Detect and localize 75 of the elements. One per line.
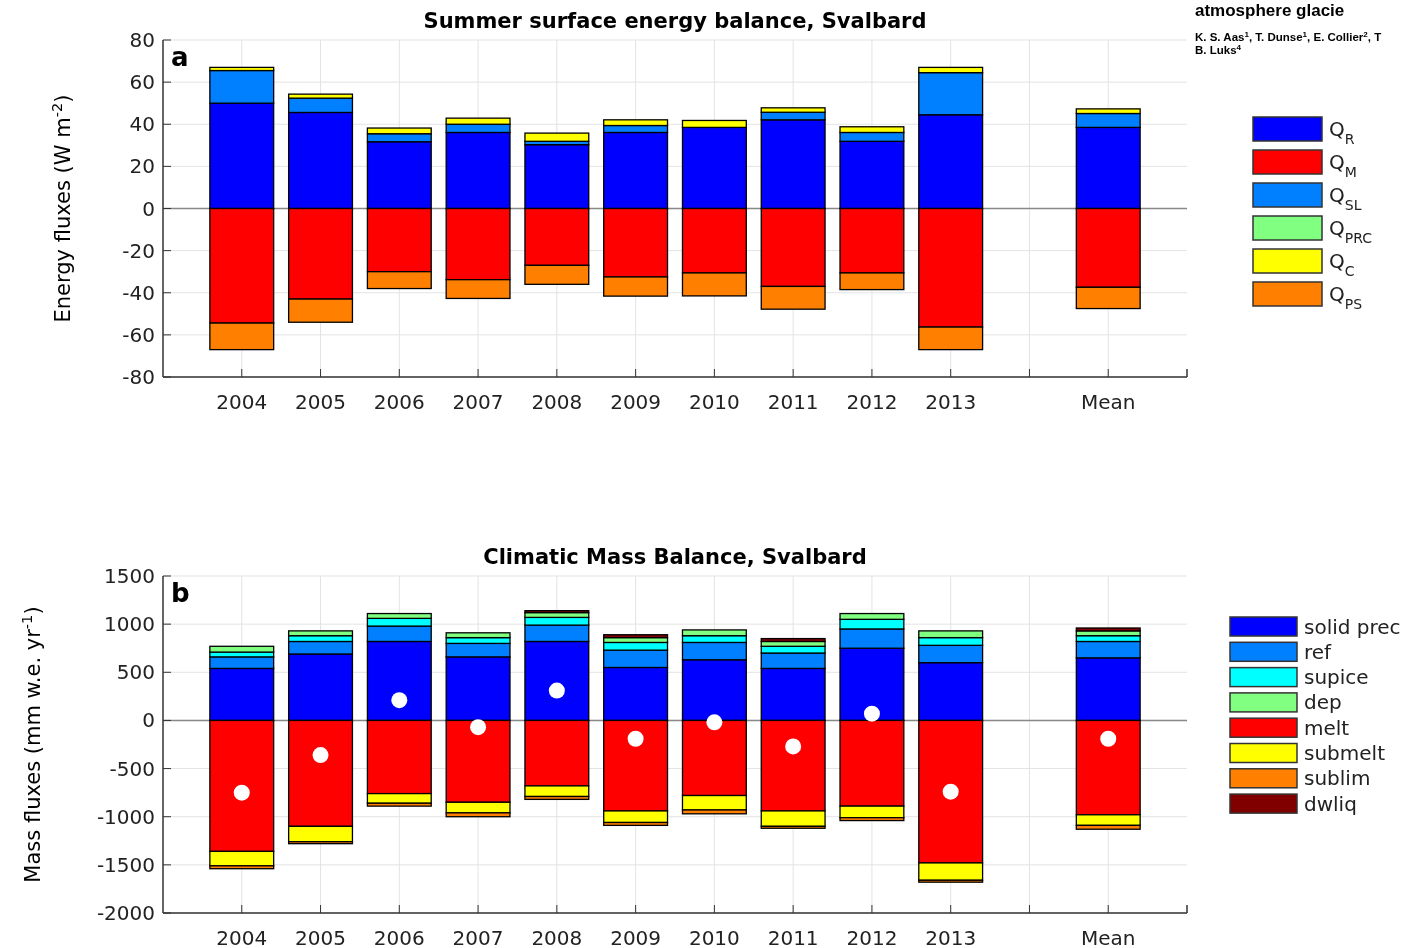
- point: [627, 730, 644, 747]
- x-tick-label: 2004: [216, 390, 268, 414]
- y-tick-label: -1500: [96, 852, 155, 877]
- legend-label: solid prec: [1304, 614, 1401, 639]
- x-tick-label: 2012: [846, 390, 898, 414]
- x-tick-label: 2009: [610, 390, 662, 414]
- y-tick-label: 0: [142, 196, 155, 221]
- x-tick-label: 2004: [216, 926, 268, 948]
- point: [785, 738, 802, 755]
- x-tick-label: 2005: [295, 926, 346, 948]
- x-tick-label: 2013: [925, 390, 977, 414]
- bar: [524, 132, 590, 142]
- y-tick-label: -500: [109, 756, 155, 781]
- legend-label: Q$_{C}$: [1329, 249, 1355, 279]
- x-tick-label: 2011: [767, 926, 819, 948]
- y-tick-label: 80: [129, 28, 155, 52]
- legend-label: Q$_{M}$: [1329, 150, 1357, 180]
- legend-label: sublim: [1304, 766, 1371, 791]
- bar: [760, 637, 826, 643]
- x-tick-label: 2007: [452, 926, 504, 948]
- legend-label: submelt: [1304, 741, 1386, 765]
- x-tick-label: 2007: [452, 390, 504, 414]
- x-tick-label: 2010: [688, 390, 740, 414]
- y-tick-label: 500: [116, 660, 155, 685]
- y-tick-label: 40: [129, 112, 155, 137]
- text: B. Luks$^{4}$: [1195, 42, 1242, 56]
- annotation: b: [171, 578, 190, 608]
- legend-label: dwliq: [1304, 791, 1357, 816]
- point: [863, 705, 880, 722]
- y-tick-label: -2000: [96, 901, 155, 925]
- y-tick-label: 20: [129, 154, 155, 179]
- y-tick-label: 60: [129, 70, 155, 95]
- point: [942, 783, 959, 800]
- x-tick-label: 2010: [688, 926, 740, 948]
- legend-label: Q$_{SL}$: [1329, 183, 1362, 213]
- legend-label: ref: [1304, 639, 1333, 664]
- x-tick-label: 2005: [295, 390, 346, 414]
- legend-label: Q$_{R}$: [1329, 117, 1355, 147]
- y-tick-label: 0: [142, 708, 155, 733]
- legend-label: Q$_{PS}$: [1329, 282, 1363, 312]
- x-tick-label: 2009: [610, 926, 662, 948]
- point: [470, 719, 487, 736]
- y-tick-label: -20: [122, 238, 155, 263]
- x-tick-label: 2008: [531, 926, 583, 948]
- point: [548, 682, 565, 699]
- x-tick-label: 2006: [373, 390, 425, 414]
- y-tick-label: -40: [122, 280, 155, 305]
- chart-title: Climatic Mass Balance, Svalbard: [483, 545, 867, 569]
- x-tick-label: 2006: [373, 926, 425, 948]
- y-tick-label: -60: [122, 322, 155, 347]
- x-tick-label: 2008: [531, 390, 583, 414]
- y-tick-label: 1000: [104, 612, 155, 637]
- x-tick-label: 2012: [846, 926, 898, 948]
- legend-label: Q$_{PRC}$: [1329, 216, 1373, 246]
- x-tick-label: Mean: [1080, 926, 1136, 948]
- legend-label: supice: [1304, 665, 1369, 690]
- annotation: a: [171, 42, 189, 72]
- point: [391, 692, 408, 709]
- x-tick-label: 2013: [925, 926, 977, 948]
- text: K. S. Aas$^{1}$, T. Dunse$^{1}$, E. Collier$^{2}$, T: [1195, 29, 1382, 43]
- point: [233, 784, 250, 801]
- y-tick-label: -80: [122, 365, 155, 389]
- point: [312, 747, 329, 764]
- y-tick-label: -1000: [96, 804, 155, 829]
- legend-label: dep: [1304, 690, 1342, 715]
- text: atmosphere glacie: [1195, 1, 1345, 20]
- point: [706, 714, 723, 731]
- x-tick-label: 2011: [767, 390, 819, 414]
- x-tick-label: Mean: [1080, 390, 1136, 414]
- bar: [1075, 627, 1141, 632]
- legend-label: melt: [1304, 715, 1350, 740]
- y-tick-label: 1500: [104, 564, 155, 588]
- point: [1100, 730, 1117, 747]
- chart-title: Summer surface energy balance, Svalbard: [423, 9, 927, 33]
- bar: [603, 634, 669, 639]
